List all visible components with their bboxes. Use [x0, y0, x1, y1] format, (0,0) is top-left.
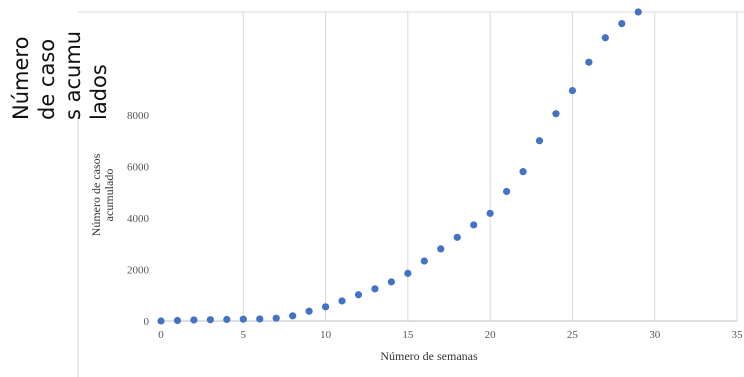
x-tick-label: 25 — [567, 329, 579, 341]
y-axis-title: Número de casosacumulado — [89, 153, 116, 236]
x-tick-label: 30 — [649, 329, 661, 341]
data-point — [486, 209, 494, 217]
x-axis-title: Número de semanas — [380, 349, 478, 363]
data-point — [206, 316, 214, 324]
data-point — [387, 278, 395, 286]
data-point — [552, 110, 560, 118]
data-point — [338, 297, 346, 305]
x-tick-label: 10 — [320, 329, 332, 341]
data-point — [585, 58, 593, 66]
data-point — [305, 307, 313, 315]
data-point — [437, 245, 445, 253]
data-point — [256, 315, 264, 323]
data-point — [453, 233, 461, 241]
data-point — [535, 137, 544, 145]
gridlines — [77, 11, 744, 377]
x-tick-label: 15 — [402, 329, 414, 341]
x-tick-label: 0 — [158, 329, 164, 341]
data-points — [157, 8, 642, 325]
x-tick-label: 5 — [241, 329, 247, 341]
data-point — [272, 314, 280, 322]
data-point — [157, 317, 165, 325]
axis-title-overlay: Número de casos acumulados — [0, 14, 205, 120]
y-tick-label: 2000 — [127, 265, 150, 277]
data-point — [371, 285, 379, 293]
data-point — [634, 8, 642, 16]
data-point — [519, 168, 527, 176]
data-point — [321, 303, 330, 311]
y-tick-label: 0 — [144, 316, 150, 328]
x-tick-label: 35 — [732, 329, 744, 341]
data-point — [190, 316, 198, 324]
data-point — [568, 86, 577, 95]
overlay-title-text: Número de casos acumulados — [9, 30, 111, 120]
y-tick-label: 8000 — [127, 110, 150, 122]
x-tick-label: 20 — [485, 329, 497, 341]
data-point — [470, 221, 478, 229]
data-point — [404, 269, 412, 277]
tick-labels: 051015202530350200040006000800010000 — [122, 59, 744, 342]
data-point — [173, 316, 182, 325]
data-point — [223, 315, 231, 324]
data-point — [503, 187, 511, 196]
data-point — [354, 291, 363, 299]
data-point — [420, 257, 428, 265]
data-point — [618, 19, 626, 28]
y-tick-label: 4000 — [127, 213, 150, 225]
data-point — [601, 34, 609, 42]
data-point — [239, 315, 247, 323]
y-tick-label: 6000 — [127, 162, 150, 174]
data-point — [289, 312, 297, 320]
